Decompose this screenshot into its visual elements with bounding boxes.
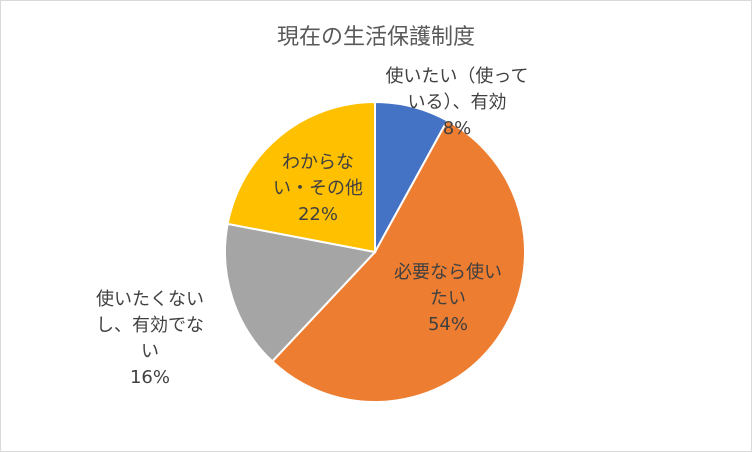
slice-use-if-needed <box>270 119 526 403</box>
slice-category-label: い・その他 <box>273 178 363 199</box>
slice-category-label: 必要なら使い <box>394 262 502 283</box>
slice-category-label: わからな <box>282 152 354 173</box>
slice-unknown-other <box>226 100 376 254</box>
slice-value-label: 54% <box>428 314 468 335</box>
slice-category-label: たい <box>430 288 466 309</box>
slice-value-label: 8% <box>443 118 472 139</box>
slice-category-label: 使いたくない <box>96 289 204 310</box>
slice-category-label: し、有効でな <box>96 315 204 336</box>
slice-value-label: 16% <box>130 367 170 388</box>
slice-value-label: 22% <box>298 204 338 225</box>
slice-category-label: い <box>141 341 159 362</box>
pie-labels: 使いたい（使っている）、有効8%必要なら使いたい54%使いたくないし、有効でない… <box>96 66 529 388</box>
slice-category-label: 使いたい（使って <box>385 66 528 87</box>
slice-category-label: いる）、有効 <box>408 92 507 113</box>
chart-title: 現在の生活保護制度 <box>276 25 475 50</box>
pie-slices <box>224 100 526 403</box>
slice-not-use-ineffective <box>224 222 377 363</box>
